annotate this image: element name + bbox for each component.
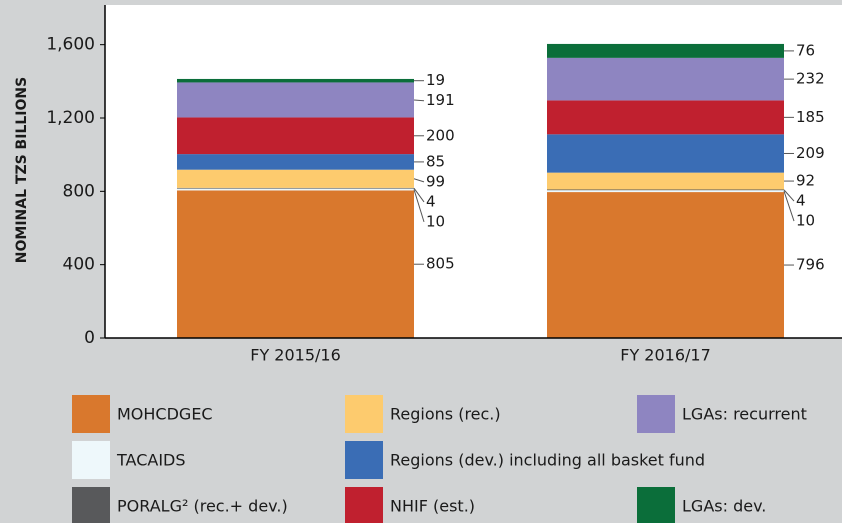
legend-swatch: [637, 395, 675, 433]
data-label: 796: [796, 256, 825, 274]
bar-segment: [177, 188, 414, 191]
y-tick-label: 800: [63, 181, 95, 201]
x-tick-label: FY 2016/17: [620, 346, 711, 365]
legend-label: TACAIDS: [116, 451, 186, 470]
bar-segment: [177, 190, 414, 338]
y-tick-label: 1,600: [46, 35, 95, 55]
y-axis-label: NOMINAL TZS BILLIONS: [14, 77, 30, 263]
data-label: 232: [796, 70, 825, 88]
data-label: 4: [426, 192, 436, 210]
legend-label: Regions (rec.): [390, 405, 501, 424]
bar-segment: [177, 82, 414, 118]
data-label: 200: [426, 126, 455, 144]
bar-segment: [547, 100, 784, 135]
leader-line: [413, 178, 425, 183]
leader-line: [783, 189, 795, 202]
legend-swatch: [345, 487, 383, 523]
legend-label: MOHCDGEC: [117, 405, 213, 424]
data-label: 92: [796, 172, 815, 190]
data-label: 10: [796, 212, 815, 230]
leader-line: [413, 189, 425, 223]
bar-segment: [547, 190, 784, 193]
legend-label: LGAs: dev.: [682, 497, 766, 516]
bar-segment: [177, 154, 414, 170]
legend-swatch: [72, 441, 110, 479]
bar-segment: [547, 57, 784, 101]
legend-swatch: [345, 395, 383, 433]
legend-swatch: [637, 487, 675, 523]
data-label: 4: [796, 192, 806, 210]
bar-segment: [177, 169, 414, 188]
bar-segment: [547, 192, 784, 338]
leader-line: [413, 99, 425, 102]
legend-swatch: [72, 487, 110, 523]
data-label: 85: [426, 152, 445, 170]
leader-line: [413, 187, 425, 203]
data-label: 209: [796, 144, 825, 162]
data-label: 99: [426, 172, 445, 190]
bar-segment: [547, 43, 784, 58]
data-label: 191: [426, 91, 455, 109]
legend-label: Regions (dev.) including all basket fund: [390, 451, 705, 470]
legend-label: PORALG² (rec.+ dev.): [117, 497, 288, 516]
bar-segment: [177, 117, 414, 155]
data-label: 19: [426, 71, 445, 89]
bar-segment: [547, 189, 784, 191]
legend-swatch: [345, 441, 383, 479]
bar-segment: [177, 187, 414, 189]
y-tick-label: 400: [63, 255, 95, 275]
data-label: 805: [426, 255, 455, 273]
legend-label: LGAs: recurrent: [682, 405, 807, 424]
bar-segment: [547, 134, 784, 173]
y-tick-label: 1,200: [46, 108, 95, 128]
data-label: 76: [796, 41, 815, 59]
bar-segment: [547, 172, 784, 190]
y-tick-label: 0: [84, 328, 95, 348]
bar-segment: [177, 78, 414, 83]
legend-label: NHIF (est.): [390, 497, 475, 516]
legend-swatch: [72, 395, 110, 433]
data-label: 10: [426, 212, 445, 230]
data-label: 185: [796, 108, 825, 126]
leader-line: [783, 190, 795, 222]
x-tick-label: FY 2015/16: [250, 346, 341, 365]
